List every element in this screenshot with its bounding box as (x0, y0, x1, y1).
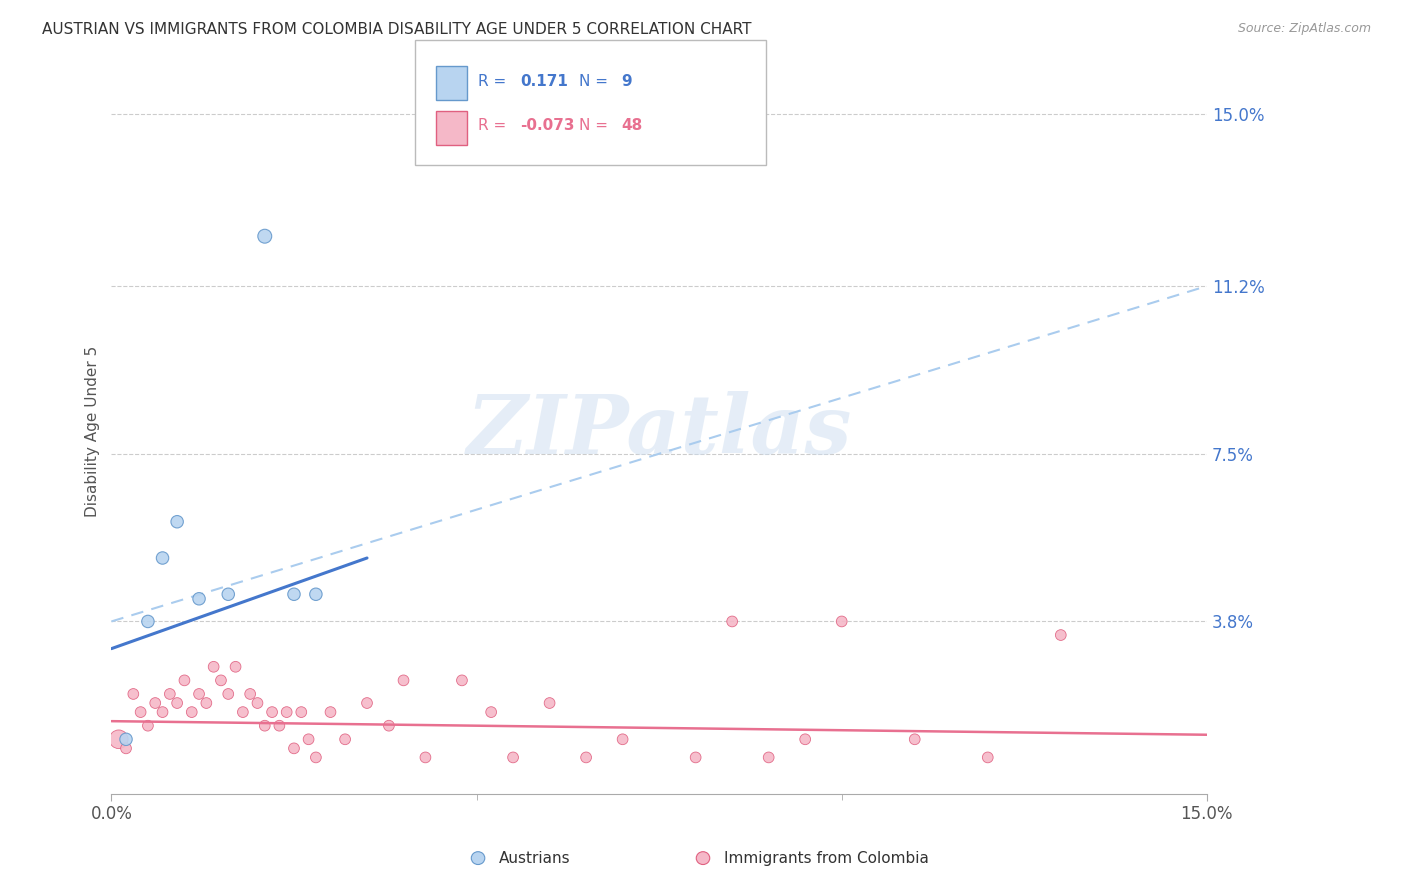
Point (115, 732, 138, 747)
Point (188, 687, 211, 701)
Point (575, 750, 598, 764)
Point (269, 719, 291, 733)
Point (276, 705, 298, 719)
Text: 0.171: 0.171 (520, 74, 568, 89)
Point (246, 696, 269, 710)
Point (253, 229, 276, 244)
Point (209, 673, 232, 688)
Text: N =: N = (579, 119, 609, 134)
Point (356, 696, 378, 710)
Point (794, 732, 817, 747)
Point (159, 687, 181, 701)
Text: 48: 48 (621, 119, 643, 134)
Point (253, 719, 276, 733)
Point (392, 673, 415, 688)
Text: Austrians: Austrians (499, 851, 571, 865)
Point (195, 696, 218, 710)
Text: -0.073: -0.073 (520, 119, 575, 134)
Text: Source: ZipAtlas.com: Source: ZipAtlas.com (1237, 22, 1371, 36)
Point (1049, 628, 1071, 642)
Point (232, 705, 254, 719)
Point (333, 732, 356, 747)
Point (283, 741, 305, 756)
Point (612, 732, 634, 747)
Point (136, 719, 159, 733)
Point (758, 750, 780, 764)
Point (188, 591, 211, 606)
Point (217, 687, 239, 701)
Y-axis label: Disability Age Under 5: Disability Age Under 5 (86, 345, 100, 516)
Point (166, 515, 188, 529)
Point (977, 750, 1000, 764)
Point (479, 705, 502, 719)
Point (721, 615, 744, 629)
Point (904, 732, 927, 747)
Point (217, 587, 239, 601)
Point (297, 732, 319, 747)
Text: Immigrants from Colombia: Immigrants from Colombia (724, 851, 929, 865)
Point (107, 732, 129, 747)
Point (305, 587, 328, 601)
Point (202, 660, 225, 674)
Point (129, 705, 152, 719)
Point (451, 673, 474, 688)
Point (180, 705, 202, 719)
Point (173, 673, 195, 688)
Text: 9: 9 (621, 74, 633, 89)
Point (831, 615, 853, 629)
Point (262, 705, 284, 719)
Point (305, 750, 328, 764)
Text: R =: R = (478, 74, 506, 89)
Text: N =: N = (579, 74, 609, 89)
Point (143, 696, 166, 710)
Text: ZIPatlas: ZIPatlas (467, 391, 852, 471)
Point (283, 587, 305, 601)
Text: AUSTRIAN VS IMMIGRANTS FROM COLOMBIA DISABILITY AGE UNDER 5 CORRELATION CHART: AUSTRIAN VS IMMIGRANTS FROM COLOMBIA DIS… (42, 22, 752, 37)
Point (319, 705, 342, 719)
Point (152, 705, 174, 719)
Point (136, 615, 159, 629)
Point (378, 719, 401, 733)
Point (115, 741, 138, 756)
Text: R =: R = (478, 119, 506, 134)
Point (239, 687, 262, 701)
Point (122, 687, 145, 701)
Point (166, 696, 188, 710)
Point (290, 705, 312, 719)
Point (538, 696, 561, 710)
Point (415, 750, 437, 764)
Point (152, 551, 174, 566)
Point (502, 750, 524, 764)
Point (685, 750, 707, 764)
Point (225, 660, 247, 674)
